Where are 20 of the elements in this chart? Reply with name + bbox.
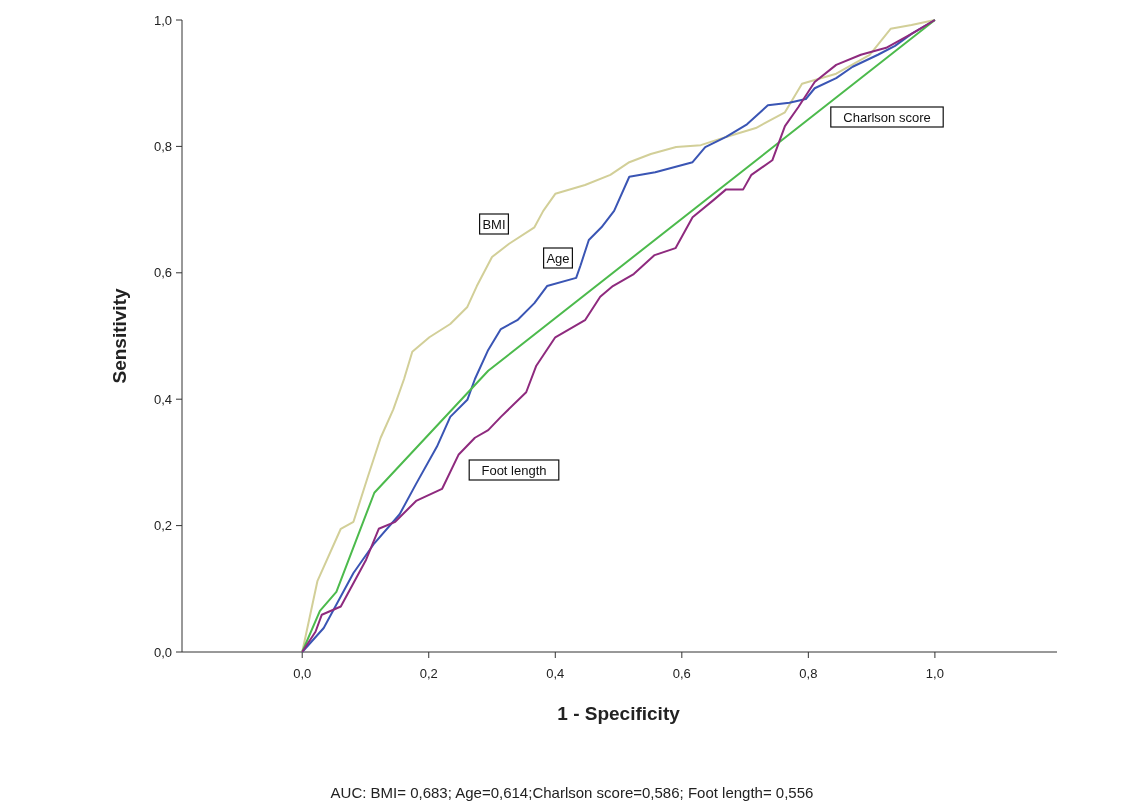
y-tick-label: 1,0: [153, 12, 172, 28]
x-tick-label: 0,2: [419, 666, 438, 681]
y-axis-title: Sensitivity: [109, 288, 130, 384]
x-axis-title: 1 - Specificity: [557, 703, 681, 724]
y-tick-label: 0,8: [153, 138, 172, 154]
x-tick-label: 1,0: [925, 666, 944, 681]
x-tick-label: 0,8: [799, 666, 818, 681]
x-tick-label: 0,0: [293, 666, 312, 681]
text: AUC: BMI= 0,683; Age=0,614;Charlson score=0,586; Foot length= 0,556: [330, 784, 814, 801]
y-tick-label: 0,6: [153, 265, 172, 281]
y-tick-label: 0,4: [153, 391, 172, 407]
y-tick-label: 0,2: [153, 518, 172, 534]
line-series: [301, 19, 936, 653]
series-label: Foot length: [481, 462, 547, 478]
series-label: Charlson score: [843, 109, 931, 125]
x-tick-label: 0,6: [672, 666, 691, 681]
series-label: BMI: [482, 216, 506, 232]
series-label: Age: [546, 250, 570, 266]
x-tick-label: 0,4: [546, 666, 565, 681]
y-tick-label: 0,0: [153, 644, 172, 660]
